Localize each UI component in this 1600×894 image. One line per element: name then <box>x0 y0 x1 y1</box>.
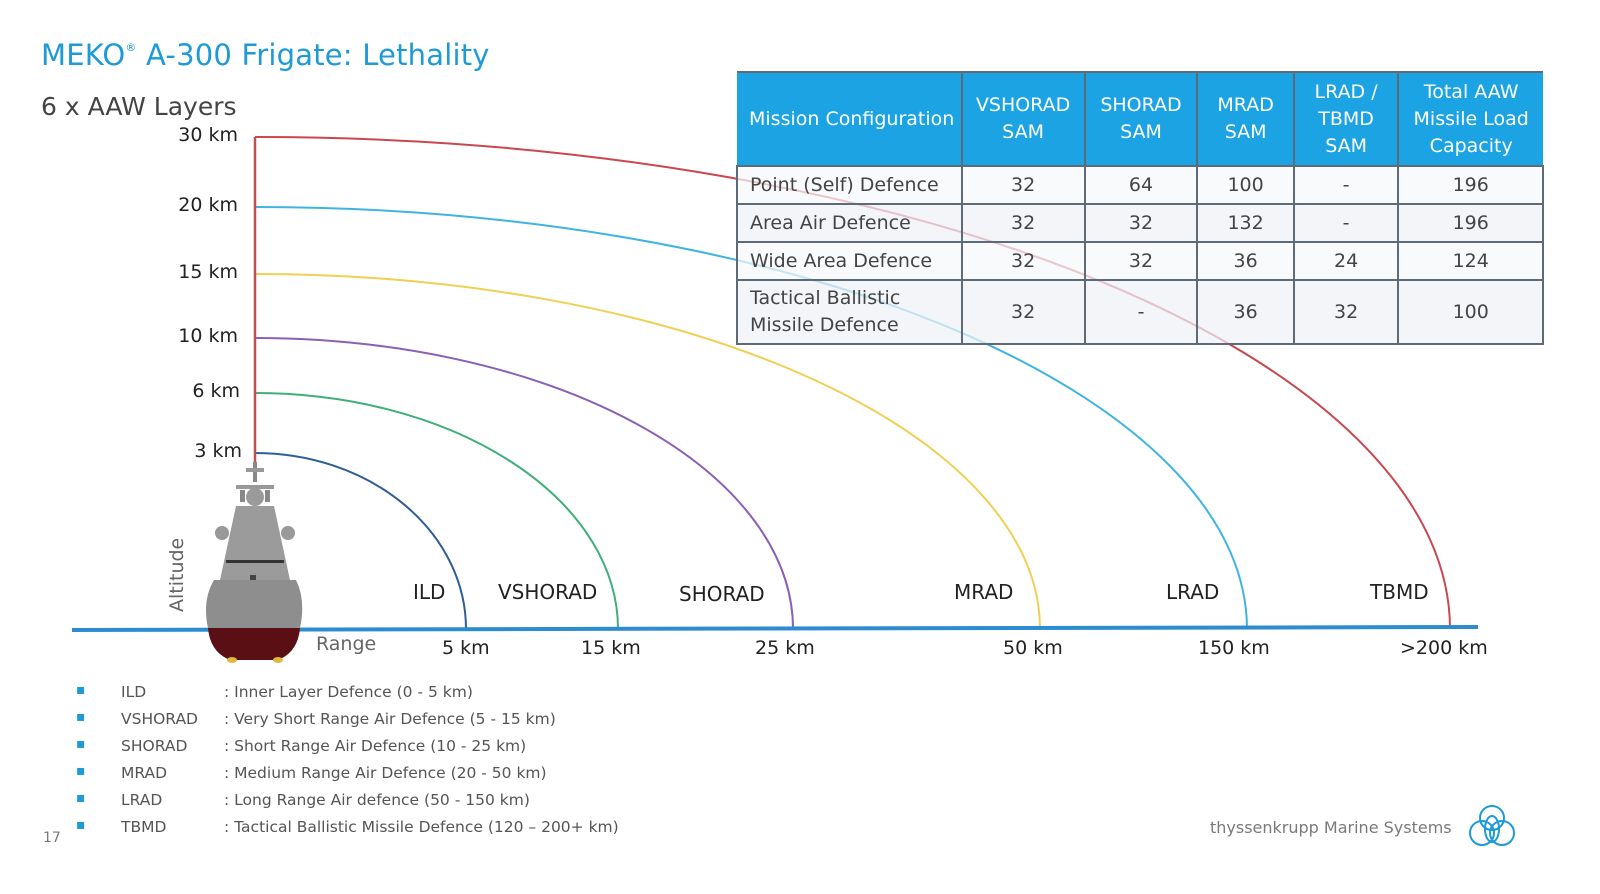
table-cell: 32 <box>960 279 1086 345</box>
table-cell: 100 <box>1196 165 1295 205</box>
arc-ild <box>254 452 467 630</box>
range-tick-label: >200 km <box>1400 637 1488 659</box>
table-cell: 36 <box>1196 279 1295 345</box>
legend-desc: : Inner Layer Defence (0 - 5 km) <box>224 683 473 701</box>
altitude-tick-label: 15 km <box>178 261 238 283</box>
table-cell: Tactical Ballistic Missile Defence <box>736 279 963 345</box>
range-tick-label: 25 km <box>755 637 815 659</box>
table-cell: Area Air Defence <box>736 203 963 243</box>
legend-desc: : Tactical Ballistic Missile Defence (12… <box>224 818 619 836</box>
altitude-axis-label: Altitude <box>166 537 188 612</box>
table-cell: Wide Area Defence <box>736 241 963 281</box>
layer-label: MRAD <box>954 580 1014 604</box>
header-cell: MRAD SAM <box>1197 71 1295 166</box>
frigate-icon <box>206 462 303 663</box>
legend-abbr: MRAD <box>121 764 168 782</box>
slide-subtitle: 6 x AAW Layers <box>41 92 237 121</box>
table-row: Point (Self) Defence 32 64 100 - 196 <box>736 165 1544 205</box>
arc-shorad <box>254 337 794 630</box>
legend-abbr: LRAD <box>121 791 163 809</box>
table-cell: 196 <box>1397 203 1544 243</box>
thyssenkrupp-logo-icon <box>1469 805 1515 846</box>
arc-mrad <box>254 273 1041 630</box>
altitude-tick-label: 20 km <box>178 194 238 216</box>
header-cell: Mission Configuration <box>737 71 963 166</box>
table-cell: Point (Self) Defence <box>736 165 963 205</box>
mission-configuration-table: Mission Configuration VSHORAD SAM SHORAD… <box>736 71 1544 345</box>
layer-label: TBMD <box>1370 580 1429 604</box>
range-tick-label: 5 km <box>442 637 490 659</box>
table-header-row: Mission Configuration VSHORAD SAM SHORAD… <box>737 71 1543 166</box>
table-cell: - <box>1292 203 1400 243</box>
table-row: Wide Area Defence 32 32 36 24 124 <box>736 241 1544 281</box>
header-cell: VSHORAD SAM <box>961 71 1086 166</box>
altitude-tick-label: 30 km <box>178 124 238 146</box>
legend-abbr: SHORAD <box>121 737 188 755</box>
page-number: 17 <box>43 830 61 846</box>
table-cell: 64 <box>1083 165 1199 205</box>
table-cell: 32 <box>1292 279 1400 345</box>
table-cell: 124 <box>1397 241 1544 281</box>
layer-label: LRAD <box>1166 580 1220 604</box>
bullet-icon: ▪ <box>76 763 86 779</box>
legend-desc: : Short Range Air Defence (10 - 25 km) <box>224 737 527 755</box>
table-cell: - <box>1292 165 1400 205</box>
table-cell: 100 <box>1397 279 1544 345</box>
altitude-tick-label: 3 km <box>194 440 242 462</box>
bullet-icon: ▪ <box>76 736 86 752</box>
table-cell: 36 <box>1196 241 1295 281</box>
range-axis-label: Range <box>316 633 377 655</box>
range-tick-label: 50 km <box>1003 637 1063 659</box>
title-rest: A-300 Frigate: Lethality <box>136 38 490 72</box>
header-cell: Total AAW Missile Load Capacity <box>1398 71 1543 166</box>
legend-desc: : Medium Range Air Defence (20 - 50 km) <box>224 764 547 782</box>
legend-abbr: ILD <box>121 683 147 701</box>
range-tick-label: 150 km <box>1198 637 1270 659</box>
layer-label: ILD <box>413 580 446 604</box>
slide-title: MEKO® A-300 Frigate: Lethality <box>41 38 490 72</box>
range-axis-line <box>71 625 1479 632</box>
table-row: Tactical Ballistic Missile Defence 32 - … <box>736 279 1544 345</box>
title-prefix: MEKO <box>41 38 126 72</box>
legend-desc: : Long Range Air defence (50 - 150 km) <box>224 791 530 809</box>
table-cell: 32 <box>1083 203 1199 243</box>
registered-mark: ® <box>125 41 137 54</box>
arc-vshorad <box>254 392 619 630</box>
table-cell: 32 <box>960 241 1086 281</box>
table-cell: 32 <box>1083 241 1199 281</box>
bullet-icon: ▪ <box>76 709 86 725</box>
header-cell: SHORAD SAM <box>1084 71 1199 166</box>
table-cell: 32 <box>960 165 1086 205</box>
header-cell: LRAD / TBMD SAM <box>1293 71 1400 166</box>
layer-label: VSHORAD <box>498 580 598 604</box>
altitude-tick-label: 6 km <box>192 380 240 402</box>
table-cell: 132 <box>1196 203 1295 243</box>
table-cell: 24 <box>1292 241 1400 281</box>
table-row: Area Air Defence 32 32 132 - 196 <box>736 203 1544 243</box>
bullet-icon: ▪ <box>76 817 86 833</box>
bullet-icon: ▪ <box>76 682 86 698</box>
table-cell: 32 <box>960 203 1086 243</box>
legend-abbr: VSHORAD <box>121 710 198 728</box>
legend-desc: : Very Short Range Air Defence (5 - 15 k… <box>224 710 556 728</box>
table-cell: - <box>1083 279 1199 345</box>
range-tick-label: 15 km <box>581 637 641 659</box>
bullet-icon: ▪ <box>76 790 86 806</box>
brand-name: thyssenkrupp Marine Systems <box>1210 818 1452 837</box>
table-cell: 196 <box>1397 165 1544 205</box>
altitude-tick-label: 10 km <box>178 325 238 347</box>
legend-abbr: TBMD <box>121 818 167 836</box>
layer-label: SHORAD <box>679 582 765 606</box>
